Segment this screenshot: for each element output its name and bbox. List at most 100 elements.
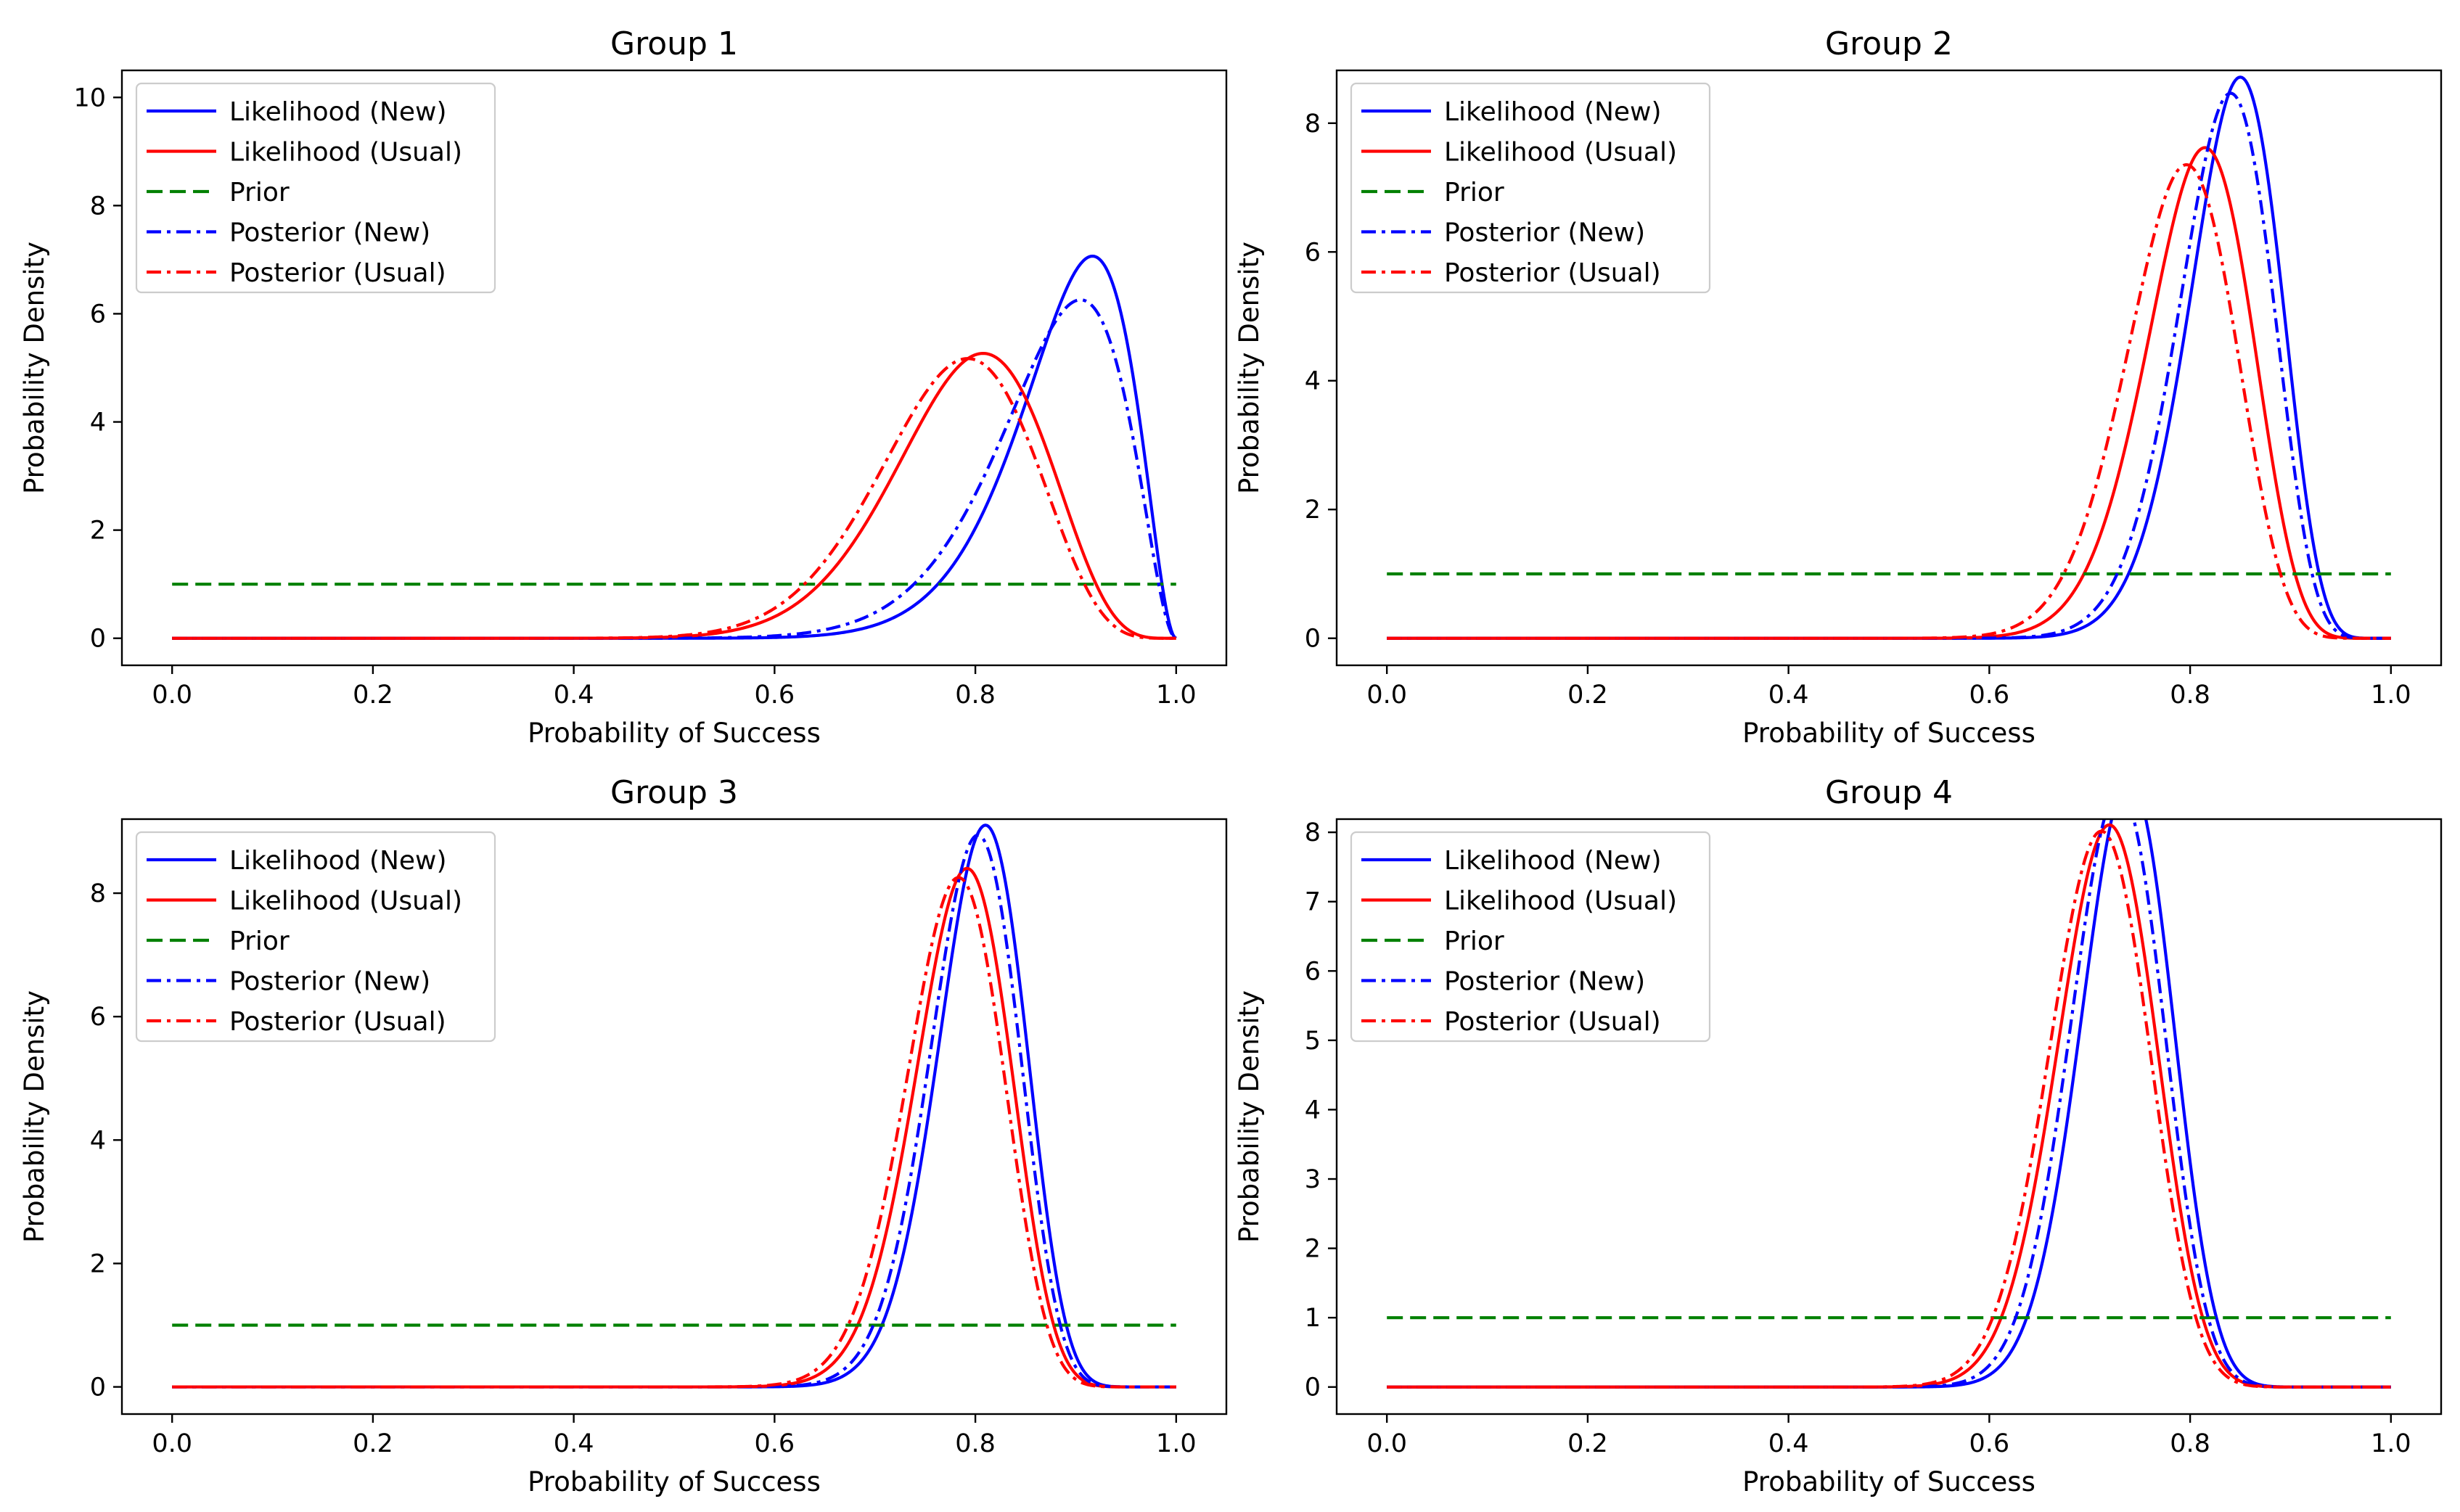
y-tick-label: 0 xyxy=(1305,625,1321,654)
legend-label: Likelihood (Usual) xyxy=(229,887,462,916)
y-tick-label: 8 xyxy=(90,192,106,221)
series-line-posterior-usual xyxy=(172,357,1176,640)
chart-panel-4: 0.0 0.2 0.4 0.6 0.8 1.0 0 1 2 3 4 5 6 7 8 Group 4 Probab… xyxy=(1234,774,2443,1497)
y-tick-label: 0 xyxy=(1305,1373,1321,1402)
y-tick-label: 6 xyxy=(90,1003,106,1032)
x-tick-label: 1.0 xyxy=(2371,681,2411,710)
legend-label: Likelihood (New) xyxy=(1444,97,1662,127)
x-axis-label: Probability of Success xyxy=(1742,718,2035,749)
y-tick-label: 6 xyxy=(1305,238,1321,267)
y-tick-label: 4 xyxy=(1305,1096,1321,1125)
plot-area xyxy=(1387,75,2391,640)
legend-box xyxy=(1350,82,1711,294)
x-tick-label: 1.0 xyxy=(1156,681,1197,710)
legend: Likelihood (New) Likelihood (Usual) Prior P… xyxy=(135,82,496,294)
x-tick-label: 0.2 xyxy=(1567,1429,1608,1458)
axes-frame xyxy=(120,69,1228,667)
legend-label: Likelihood (Usual) xyxy=(229,138,462,168)
y-tick-label: 6 xyxy=(1305,957,1321,986)
legend-label: Prior xyxy=(229,178,290,208)
series-line-likelihood-usual xyxy=(172,351,1176,640)
series-line-likelihood-new xyxy=(172,254,1177,640)
y-tick-label: 1 xyxy=(1305,1304,1321,1333)
legend-label: Posterior (New) xyxy=(1444,218,1645,248)
x-tick-label: 0.2 xyxy=(1567,681,1608,710)
x-tick-label: 0.0 xyxy=(152,681,192,710)
x-tick-label: 0.2 xyxy=(353,681,393,710)
y-tick-label: 2 xyxy=(1305,496,1321,525)
legend-label: Posterior (Usual) xyxy=(229,1007,446,1037)
legend-label: Likelihood (New) xyxy=(229,97,447,127)
y-tick-label: 3 xyxy=(1305,1165,1321,1194)
y-tick-label: 4 xyxy=(90,1126,106,1155)
legend: Likelihood (New) Likelihood (Usual) Prior P… xyxy=(1350,831,1711,1043)
y-axis-label: Probability Density xyxy=(19,242,50,494)
y-axis-label: Probability Density xyxy=(19,990,50,1243)
series-line-likelihood-usual xyxy=(172,866,1176,1389)
legend-label: Posterior (Usual) xyxy=(1444,258,1661,288)
series-line-posterior-new xyxy=(172,298,1177,640)
x-tick-label: 0.6 xyxy=(1969,681,2010,710)
x-tick-label: 0.4 xyxy=(1768,1429,1809,1458)
y-tick-label: 8 xyxy=(1305,818,1321,847)
y-tick-label: 10 xyxy=(73,83,106,112)
x-tick-label: 0.4 xyxy=(1768,681,1809,710)
legend-label: Likelihood (Usual) xyxy=(1444,138,1677,168)
legend-label: Posterior (Usual) xyxy=(229,258,446,288)
x-tick-label: 0.4 xyxy=(554,1429,594,1458)
legend-label: Prior xyxy=(229,926,290,956)
y-axis-label: Probability Density xyxy=(1234,242,1265,494)
y-tick-label: 2 xyxy=(90,517,106,546)
chart-title: Group 4 xyxy=(1825,774,1953,811)
series-line-posterior-usual xyxy=(172,876,1176,1389)
legend-label: Prior xyxy=(1444,926,1504,956)
legend-box xyxy=(1350,831,1711,1043)
legend: Likelihood (New) Likelihood (Usual) Prior P… xyxy=(135,831,496,1043)
chart-panel-3: 0.0 0.2 0.4 0.6 0.8 1.0 0 2 4 6 8 Group 3 Probabilit… xyxy=(19,774,1228,1497)
x-tick-label: 0.0 xyxy=(1366,681,1407,710)
legend-box xyxy=(135,831,496,1043)
legend-label: Likelihood (New) xyxy=(229,846,447,876)
chart-title: Group 2 xyxy=(1825,25,1953,62)
x-tick-label: 0.8 xyxy=(2170,681,2210,710)
x-tick-label: 0.8 xyxy=(955,681,996,710)
legend-label: Posterior (Usual) xyxy=(1444,1007,1661,1037)
y-tick-label: 7 xyxy=(1305,888,1321,917)
y-tick-label: 8 xyxy=(90,879,106,908)
legend-label: Posterior (New) xyxy=(1444,967,1645,997)
legend-label: Posterior (New) xyxy=(229,218,430,248)
y-tick-label: 2 xyxy=(1305,1235,1321,1264)
axes-frame xyxy=(1335,69,2443,667)
x-tick-label: 0.0 xyxy=(1366,1429,1407,1458)
chart-panel-1: 0.0 0.2 0.4 0.6 0.8 1.0 0 2 4 6 8 10 Group 1 Probabil… xyxy=(19,25,1228,749)
x-tick-label: 1.0 xyxy=(1156,1429,1197,1458)
x-tick-label: 0.6 xyxy=(755,1429,795,1458)
y-tick-label: 6 xyxy=(90,300,106,329)
series-line-likelihood-usual xyxy=(1387,823,2391,1389)
chart-title: Group 3 xyxy=(610,774,738,811)
x-tick-label: 0.8 xyxy=(2170,1429,2210,1458)
y-axis-label: Probability Density xyxy=(1234,990,1265,1243)
x-tick-label: 0.6 xyxy=(1969,1429,2010,1458)
y-tick-label: 8 xyxy=(1305,110,1321,139)
legend-label: Likelihood (Usual) xyxy=(1444,887,1677,916)
plot-area xyxy=(172,254,1177,640)
y-tick-label: 5 xyxy=(1305,1027,1321,1056)
x-tick-label: 0.2 xyxy=(353,1429,393,1458)
legend-label: Prior xyxy=(1444,178,1504,208)
x-axis-label: Probability of Success xyxy=(528,718,821,749)
y-tick-label: 0 xyxy=(90,625,106,654)
x-tick-label: 0.8 xyxy=(955,1429,996,1458)
x-axis-label: Probability of Success xyxy=(1742,1466,2035,1497)
y-tick-label: 4 xyxy=(1305,367,1321,396)
x-tick-label: 0.4 xyxy=(554,681,594,710)
chart-title: Group 1 xyxy=(610,25,738,62)
x-axis-label: Probability of Success xyxy=(528,1466,821,1497)
y-tick-label: 0 xyxy=(90,1373,106,1402)
x-tick-label: 0.0 xyxy=(152,1429,192,1458)
legend: Likelihood (New) Likelihood (Usual) Prior P… xyxy=(1350,82,1711,294)
legend-box xyxy=(135,82,496,294)
chart-panel-2: 0.0 0.2 0.4 0.6 0.8 1.0 0 2 4 6 8 Group 2 Probabilit… xyxy=(1234,25,2443,749)
series-line-posterior-new xyxy=(1387,819,2391,1389)
